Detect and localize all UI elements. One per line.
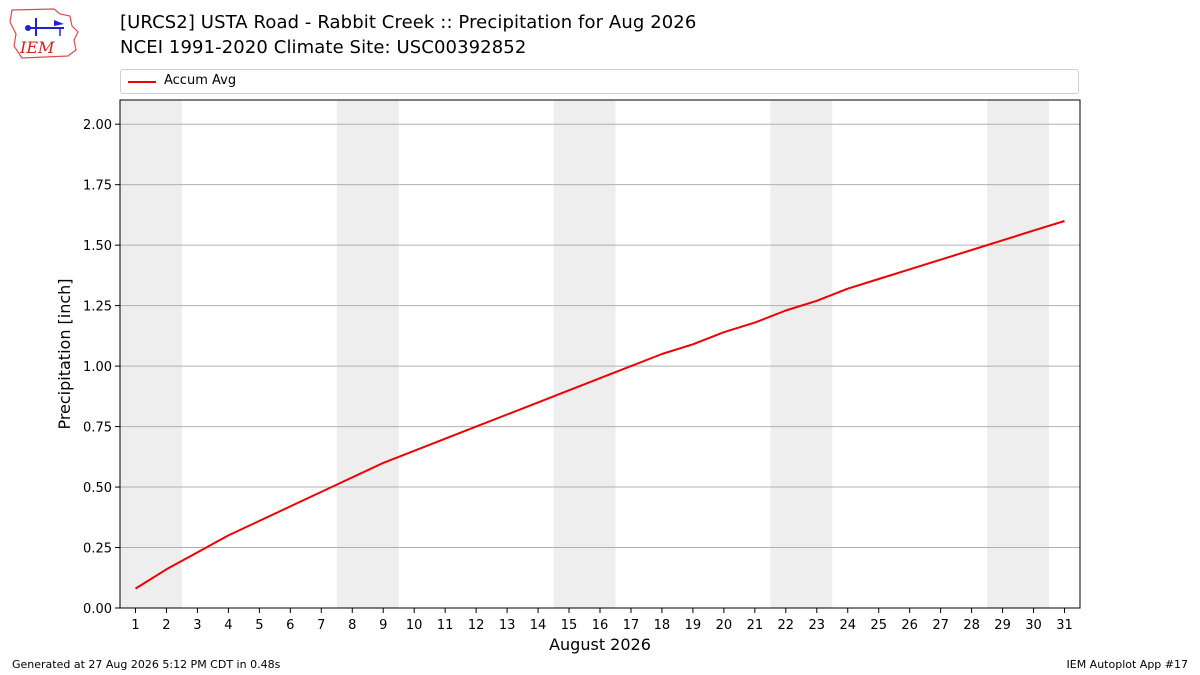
x-tick-label-12: 12 <box>468 618 485 633</box>
x-tick-label-4: 4 <box>224 618 232 633</box>
logo-text: IEM <box>19 38 55 57</box>
series-line-0 <box>134 220 1065 590</box>
y-tick-label-6: 1.50 <box>83 239 112 254</box>
y-tick-label-3: 0.75 <box>83 421 112 436</box>
legend-swatch-accum-avg <box>128 81 156 83</box>
x-tick-label-30: 30 <box>1025 618 1042 633</box>
x-tick-label-2: 2 <box>162 618 170 633</box>
y-tick-label-1: 0.25 <box>83 542 112 557</box>
x-tick-label-8: 8 <box>348 618 356 633</box>
y-axis: 0.00 0.25 0.50 0.75 1.00 1.25 1.50 1.75 2.00 <box>83 118 120 617</box>
x-tick-label-14: 14 <box>530 618 547 633</box>
x-tick-label-3: 3 <box>193 618 201 633</box>
x-tick-label-18: 18 <box>654 618 671 633</box>
x-tick-label-19: 19 <box>685 618 702 633</box>
x-tick-label-31: 31 <box>1056 618 1073 633</box>
y-tick-label-7: 1.75 <box>83 179 112 194</box>
y-tick-label-5: 1.25 <box>83 300 112 315</box>
x-tick-label-9: 9 <box>379 618 387 633</box>
chart-subtitle: NCEI 1991-2020 Climate Site: USC00392852 <box>120 37 527 58</box>
gridlines <box>120 123 1080 549</box>
x-tick-label-26: 26 <box>901 618 918 633</box>
weekend-band-0 <box>120 100 182 608</box>
legend: Accum Avg <box>120 69 1079 94</box>
legend-label-accum-avg: Accum Avg <box>164 73 237 88</box>
x-tick-label-28: 28 <box>963 618 980 633</box>
weekend-bands <box>120 100 1050 608</box>
x-tick-label-20: 20 <box>716 618 733 633</box>
x-axis-label: August 2026 <box>549 635 651 654</box>
app-credit: IEM Autoplot App #17 <box>1066 658 1189 671</box>
chart-title: [URCS2] USTA Road - Rabbit Creek :: Prec… <box>120 12 697 33</box>
y-tick-label-0: 0.00 <box>83 602 112 617</box>
x-tick-label-1: 1 <box>131 618 139 633</box>
x-tick-label-6: 6 <box>286 618 294 633</box>
x-tick-label-27: 27 <box>932 618 949 633</box>
x-tick-label-15: 15 <box>561 618 578 633</box>
generated-timestamp: Generated at 27 Aug 2026 5:12 PM CDT in … <box>12 658 281 671</box>
x-axis: 1 2 3 4 5 6 7 8 9 10 11 12 13 14 15 16 17 18 19 20 21 22 23 24 2… <box>131 608 1073 633</box>
y-axis-label: Precipitation [inch] <box>55 278 74 429</box>
x-tick-label-11: 11 <box>437 618 454 633</box>
x-tick-label-25: 25 <box>870 618 887 633</box>
weekend-band-3 <box>770 100 833 608</box>
x-tick-label-24: 24 <box>839 618 856 633</box>
x-tick-label-7: 7 <box>317 618 325 633</box>
weekend-band-4 <box>987 100 1050 608</box>
x-tick-label-17: 17 <box>623 618 640 633</box>
y-tick-label-8: 2.00 <box>83 118 112 133</box>
series-layer <box>134 220 1065 590</box>
x-tick-label-16: 16 <box>592 618 609 633</box>
x-tick-label-21: 21 <box>747 618 764 633</box>
x-tick-label-10: 10 <box>406 618 423 633</box>
weekend-band-1 <box>336 100 399 608</box>
x-tick-label-5: 5 <box>255 618 263 633</box>
weekend-band-2 <box>553 100 616 608</box>
x-tick-label-22: 22 <box>778 618 795 633</box>
x-tick-label-29: 29 <box>994 618 1011 633</box>
iem-logo: IEM <box>9 8 79 59</box>
x-tick-label-13: 13 <box>499 618 516 633</box>
x-tick-label-23: 23 <box>809 618 826 633</box>
y-tick-label-2: 0.50 <box>83 481 112 496</box>
y-tick-label-4: 1.00 <box>83 360 112 375</box>
